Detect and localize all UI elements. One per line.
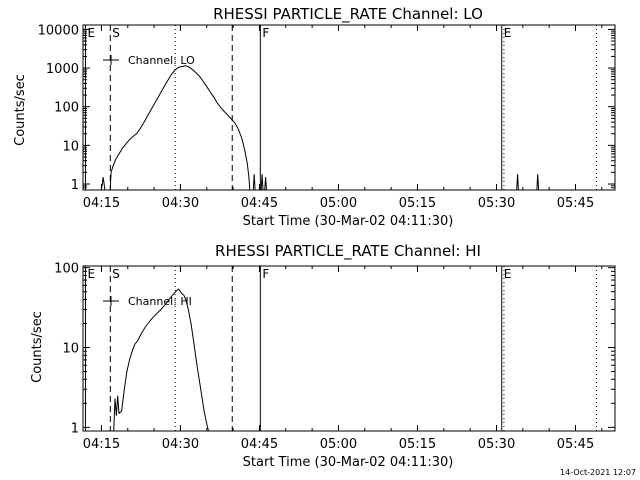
event-marker-label: E — [87, 267, 95, 281]
x-tick-label: 04:45 — [241, 196, 278, 211]
event-marker-label: E — [504, 26, 512, 40]
x-tick-label: 05:45 — [557, 437, 594, 452]
y-tick-label: 100 — [54, 101, 79, 116]
y-tick-label: 1 — [71, 178, 79, 193]
x-tick-label: 04:30 — [162, 437, 199, 452]
legend-label: Channel: LO — [128, 54, 195, 67]
x-tick-label: 04:15 — [83, 437, 120, 452]
y-tick-label: 10000 — [38, 23, 79, 38]
x-tick-label: 04:15 — [83, 196, 120, 211]
x-tick-label: 05:15 — [399, 437, 436, 452]
chart-hi-plot: 04:15 04:30 04:45 05:00 05:15 05:30 05:45 1 10 10… — [54, 262, 616, 452]
x-tick-label: 05:30 — [478, 196, 515, 211]
event-marker-label: F — [262, 26, 269, 40]
series-line — [113, 288, 209, 432]
plot-frame — [82, 265, 616, 432]
x-tick-label: 04:45 — [241, 437, 278, 452]
chart-hi-title: RHESSI PARTICLE_RATE Channel: HI — [215, 242, 481, 261]
legend-label: Channel: HI — [128, 295, 192, 308]
y-tick-label: 100 — [54, 262, 79, 277]
chart-hi-ylabel: Counts/sec — [30, 311, 45, 383]
y-tick-label: 1 — [71, 421, 79, 436]
chart-lo-ylabel: Counts/sec — [13, 74, 28, 146]
x-tick-label: 05:00 — [320, 196, 357, 211]
plot-frame — [82, 24, 616, 191]
x-tick-label: 05:45 — [557, 196, 594, 211]
x-tick-label: 05:00 — [320, 437, 357, 452]
footer-timestamp: 14-Oct-2021 12:07 — [560, 468, 636, 477]
chart-lo-title: RHESSI PARTICLE_RATE Channel: LO — [213, 5, 483, 24]
x-tick-label: 04:30 — [162, 196, 199, 211]
x-tick-label: 05:15 — [399, 196, 436, 211]
event-marker-label: S — [112, 267, 120, 281]
series-line — [100, 65, 540, 191]
chart-lo-plot: 04:15 04:30 04:45 05:00 05:15 05:30 05:45 1 10 10… — [38, 23, 616, 211]
event-marker-label: F — [262, 267, 269, 281]
chart-lo-xlabel: Start Time (30-Mar-02 04:11:30) — [243, 214, 454, 229]
y-tick-label: 10 — [62, 342, 79, 357]
event-marker-label: E — [87, 26, 95, 40]
event-marker-label: S — [112, 26, 120, 40]
chart-lo: RHESSI PARTICLE_RATE Channel: LO Counts/… — [13, 5, 616, 229]
y-tick-label: 10 — [62, 139, 79, 154]
chart-hi-xlabel: Start Time (30-Mar-02 04:11:30) — [243, 455, 454, 470]
event-marker-label: E — [504, 267, 512, 281]
y-tick-label: 1000 — [46, 62, 79, 77]
chart-hi: RHESSI PARTICLE_RATE Channel: HI Counts/… — [30, 242, 616, 470]
x-tick-label: 05:30 — [478, 437, 515, 452]
